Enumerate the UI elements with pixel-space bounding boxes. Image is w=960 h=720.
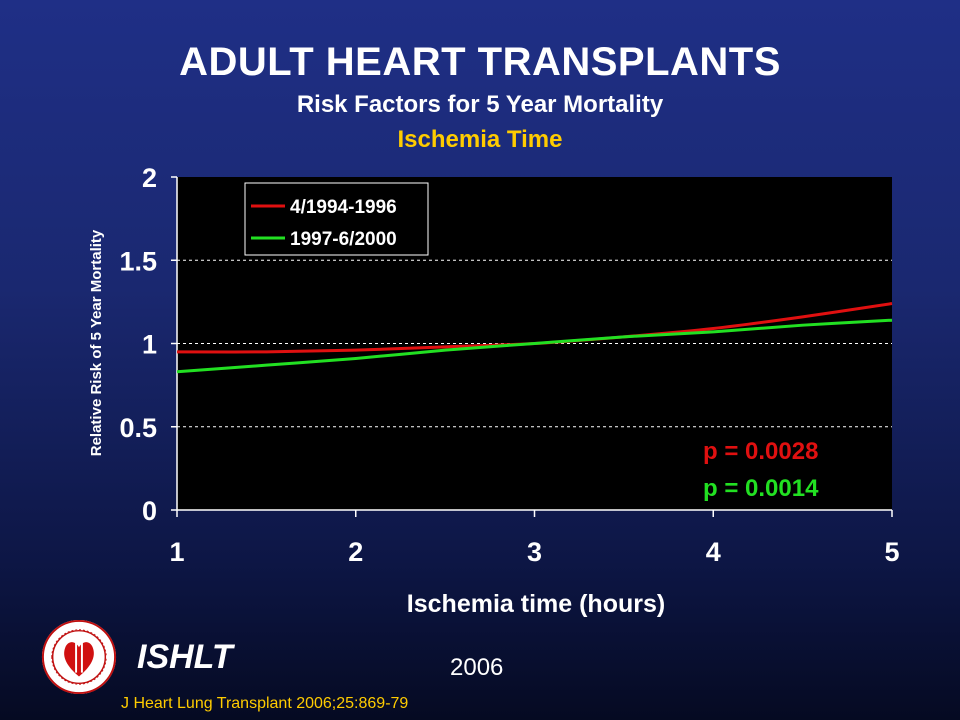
p-value-series-1: p = 0.0028 [703,438,818,465]
axes: 0 0.5 1 1.5 2 1 2 3 4 5 [119,163,899,567]
x-tick-label: 5 [884,537,899,567]
y-tick-label: 1.5 [119,246,157,276]
x-tick-label: 4 [706,537,721,567]
y-axis-title: Relative Risk of 5 Year Mortality [88,229,105,456]
p-value-series-2: p = 0.0014 [703,475,819,502]
page-subtitle: Risk Factors for 5 Year Mortality [296,91,664,118]
year-label: 2006 [450,654,504,681]
grid-lines [177,259,892,428]
y-tick-label: 2 [142,163,157,193]
legend-label-series-1: 4/1994-1996 [290,197,397,218]
legend-box [244,182,429,256]
y-tick-label: 0 [142,496,157,526]
y-tick-label: 0.5 [119,413,157,443]
y-tick-label: 1 [142,330,157,360]
x-tick-label: 3 [527,537,542,567]
page-title: ADULT HEART TRANSPLANTS [179,40,781,84]
x-tick-label: 2 [348,537,363,567]
citation: J Heart Lung Transplant 2006;25:869-79 [121,695,409,712]
x-axis-title: Ischemia time (hours) [407,590,665,618]
brand-label: ISHLT [137,638,233,676]
x-tick-label: 1 [169,537,184,567]
ishlt-logo-icon [41,619,117,695]
series-layer [176,302,893,374]
legend: 4/1994-1996 1997-6/2000 [244,182,429,256]
legend-label-series-2: 1997-6/2000 [290,229,397,250]
series-line-2 [176,318,893,374]
page-subtitle-topic: Ischemia Time [397,126,563,153]
